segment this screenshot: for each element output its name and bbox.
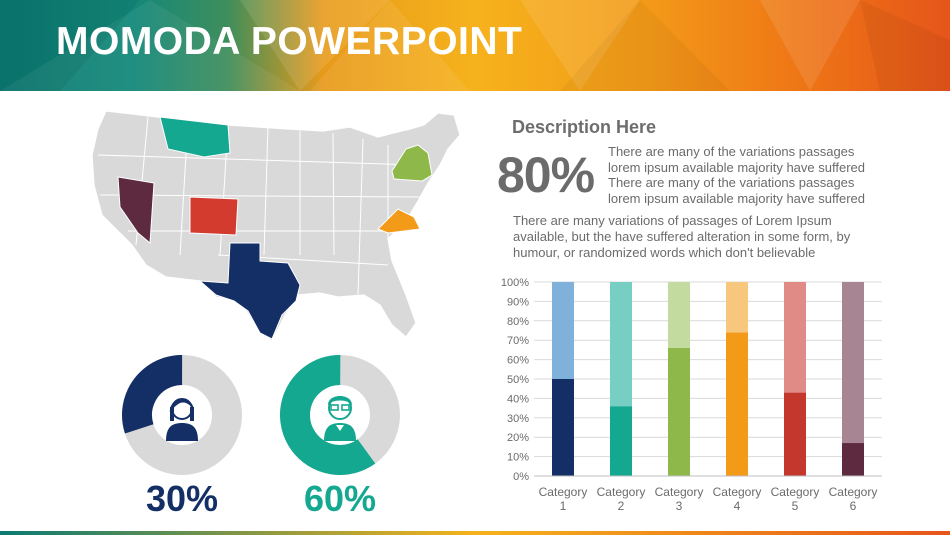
usa-mainland — [91, 110, 461, 342]
y-tick-label: 30% — [507, 413, 529, 425]
bar-upper-2 — [610, 282, 632, 407]
bar-lower-6 — [842, 443, 864, 476]
male-avatar-icon — [324, 396, 356, 441]
y-tick-label: 20% — [507, 432, 529, 444]
y-tick-label: 50% — [507, 374, 529, 386]
x-tick-label: Category 3 — [655, 485, 704, 513]
state-colorado — [189, 196, 239, 236]
y-tick-label: 80% — [507, 316, 529, 328]
bar-lower-1 — [552, 379, 574, 476]
state-nevada — [117, 176, 155, 245]
donut-60 — [280, 355, 400, 475]
description-paragraph-1: There are many of the variations passage… — [608, 144, 865, 206]
x-tick-label: Category 5 — [771, 485, 820, 513]
donut-30 — [122, 355, 242, 475]
y-tick-label: 90% — [507, 296, 529, 308]
bar-upper-5 — [784, 282, 806, 393]
y-tick-label: 0% — [513, 471, 529, 483]
y-tick-label: 60% — [507, 355, 529, 367]
stat-percent-30: 30% — [145, 478, 219, 519]
state-texas — [198, 242, 301, 340]
female-avatar-icon — [166, 398, 198, 441]
y-tick-label: 70% — [507, 335, 529, 347]
header-banner: MOMODA POWERPOINT — [0, 0, 950, 91]
description-paragraph-2: There are many variations of passages of… — [513, 213, 851, 260]
stat-percent-60: 60% — [303, 478, 377, 519]
state-virginia — [377, 208, 421, 234]
x-tick-label: Category 4 — [713, 485, 762, 513]
y-tick-label: 40% — [507, 393, 529, 405]
big-percent: 80% — [497, 147, 595, 203]
y-tick-label: 10% — [507, 452, 529, 464]
bar-lower-3 — [668, 347, 690, 476]
state-newyork — [391, 144, 433, 182]
state-montana — [159, 116, 231, 158]
footer-accent-line — [0, 531, 950, 535]
bar-upper-1 — [552, 282, 574, 379]
header-triangle-pattern — [0, 0, 950, 91]
bar-upper-4 — [726, 282, 748, 333]
x-tick-label: Category 6 — [829, 485, 878, 513]
bar-upper-3 — [668, 282, 690, 348]
description-title: Description Here — [512, 117, 657, 137]
y-tick-label: 100% — [501, 277, 529, 289]
bar-lower-4 — [726, 332, 748, 476]
page-title: MOMODA POWERPOINT — [56, 20, 523, 63]
bar-lower-2 — [610, 406, 632, 476]
stacked-bar-chart: 0% 10% 20% 30% 40% 50% 60% 70% 80% 90% 100% Categor… — [501, 277, 882, 513]
x-tick-label: Category 2 — [597, 485, 646, 513]
bar-upper-6 — [842, 282, 864, 444]
bar-lower-5 — [784, 392, 806, 476]
donut-30-arc — [122, 355, 242, 475]
usa-map — [91, 110, 461, 342]
x-tick-label: Category 1 — [539, 485, 588, 513]
